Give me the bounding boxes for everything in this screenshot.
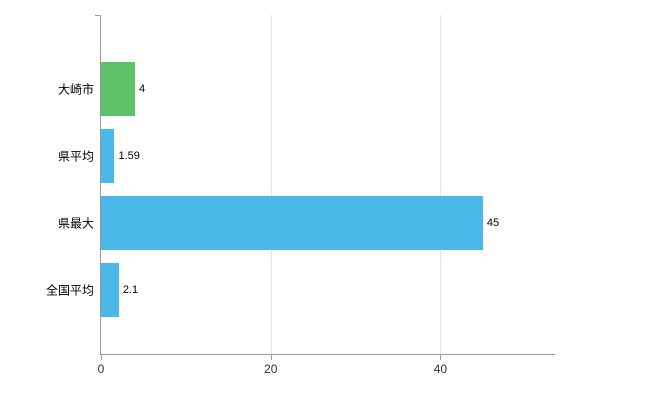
bar-value-label: 45 [486, 216, 500, 229]
bar-value-label: 4 [138, 82, 146, 95]
bar [101, 262, 119, 317]
y-axis-category-label: 全国平均 [45, 283, 94, 297]
x-axis-tick-label: 20 [264, 362, 278, 376]
bar [101, 61, 135, 116]
bar-value-label: 2.1 [122, 283, 139, 296]
y-axis-category-label: 県最大 [57, 216, 94, 230]
x-axis-tick-label: 0 [97, 362, 105, 376]
bar-value-label: 1.59 [118, 149, 140, 162]
gridline [440, 15, 442, 354]
bar [101, 195, 483, 250]
gridline [270, 15, 272, 354]
x-axis-tick-label: 40 [433, 362, 448, 376]
x-axis-tick [440, 354, 442, 360]
bar [101, 128, 115, 183]
y-axis-category-label: 県平均 [57, 149, 94, 163]
plot-area: 0 20 40 4 1.59 45 2.1 [95, 15, 555, 376]
y-axis-top-tick [95, 15, 101, 16]
y-axis-category-label: 大崎市 [57, 82, 94, 96]
x-axis-tick [270, 354, 272, 360]
x-axis-tick [101, 354, 102, 360]
